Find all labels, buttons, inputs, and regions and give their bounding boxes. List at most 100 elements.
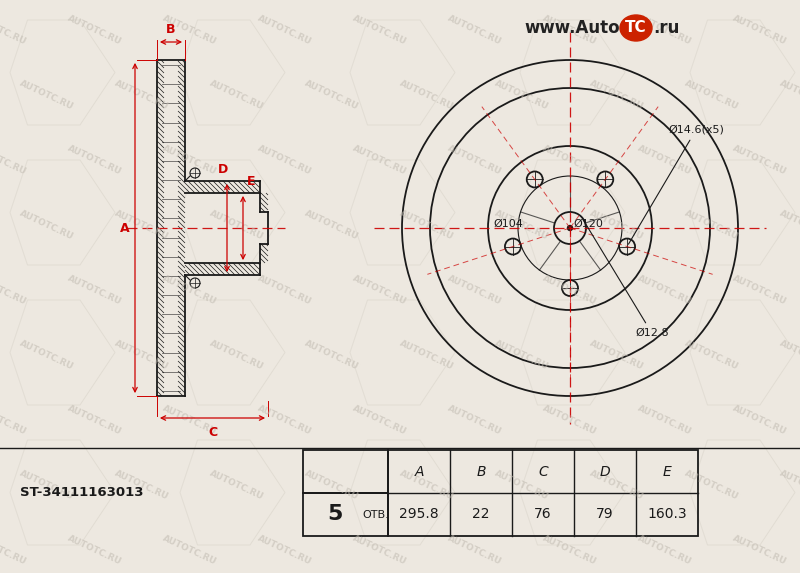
Text: A: A — [120, 222, 130, 234]
Text: ОТВ.: ОТВ. — [362, 509, 390, 520]
Text: TC: TC — [625, 21, 647, 36]
Text: 295.8: 295.8 — [399, 508, 439, 521]
Text: A: A — [414, 465, 424, 478]
Text: D: D — [600, 465, 610, 478]
Text: AUTOTC.RU: AUTOTC.RU — [209, 79, 266, 112]
Text: AUTOTC.RU: AUTOTC.RU — [398, 79, 455, 112]
Text: AUTOTC.RU: AUTOTC.RU — [66, 533, 123, 567]
Text: AUTOTC.RU: AUTOTC.RU — [351, 273, 409, 307]
Text: AUTOTC.RU: AUTOTC.RU — [114, 469, 170, 501]
Text: AUTOTC.RU: AUTOTC.RU — [589, 79, 646, 112]
Text: AUTOTC.RU: AUTOTC.RU — [209, 339, 266, 371]
Text: 5: 5 — [328, 504, 343, 524]
Text: 76: 76 — [534, 508, 552, 521]
Text: AUTOTC.RU: AUTOTC.RU — [398, 339, 455, 371]
Text: AUTOTC.RU: AUTOTC.RU — [257, 273, 314, 307]
Text: AUTOTC.RU: AUTOTC.RU — [683, 469, 741, 501]
Text: AUTOTC.RU: AUTOTC.RU — [209, 469, 266, 501]
Text: AUTOTC.RU: AUTOTC.RU — [731, 403, 789, 437]
Text: AUTOTC.RU: AUTOTC.RU — [351, 14, 409, 46]
Text: AUTOTC.RU: AUTOTC.RU — [446, 143, 503, 176]
Text: AUTOTC.RU: AUTOTC.RU — [303, 209, 361, 241]
Text: AUTOTC.RU: AUTOTC.RU — [162, 273, 218, 307]
Ellipse shape — [620, 15, 652, 41]
Text: AUTOTC.RU: AUTOTC.RU — [303, 339, 361, 371]
Text: AUTOTC.RU: AUTOTC.RU — [0, 403, 29, 437]
Text: AUTOTC.RU: AUTOTC.RU — [542, 273, 598, 307]
Text: AUTOTC.RU: AUTOTC.RU — [303, 469, 361, 501]
Text: AUTOTC.RU: AUTOTC.RU — [731, 273, 789, 307]
Text: AUTOTC.RU: AUTOTC.RU — [589, 469, 646, 501]
Text: AUTOTC.RU: AUTOTC.RU — [637, 273, 694, 307]
Text: AUTOTC.RU: AUTOTC.RU — [778, 209, 800, 241]
Text: AUTOTC.RU: AUTOTC.RU — [18, 79, 75, 112]
Text: AUTOTC.RU: AUTOTC.RU — [446, 14, 503, 46]
Text: Ø104: Ø104 — [493, 219, 523, 229]
Text: AUTOTC.RU: AUTOTC.RU — [303, 79, 361, 112]
Text: AUTOTC.RU: AUTOTC.RU — [683, 79, 741, 112]
Text: AUTOTC.RU: AUTOTC.RU — [0, 273, 29, 307]
Text: 22: 22 — [472, 508, 490, 521]
Text: AUTOTC.RU: AUTOTC.RU — [683, 339, 741, 371]
Text: AUTOTC.RU: AUTOTC.RU — [351, 403, 409, 437]
Text: AUTOTC.RU: AUTOTC.RU — [778, 339, 800, 371]
Text: 160.3: 160.3 — [647, 508, 687, 521]
Text: B: B — [166, 23, 176, 36]
Text: AUTOTC.RU: AUTOTC.RU — [0, 14, 29, 46]
Text: AUTOTC.RU: AUTOTC.RU — [542, 143, 598, 176]
Text: AUTOTC.RU: AUTOTC.RU — [683, 209, 741, 241]
Text: AUTOTC.RU: AUTOTC.RU — [446, 533, 503, 567]
Text: AUTOTC.RU: AUTOTC.RU — [731, 533, 789, 567]
Text: C: C — [208, 426, 217, 439]
Text: AUTOTC.RU: AUTOTC.RU — [589, 209, 646, 241]
Text: ST-34111163013: ST-34111163013 — [20, 486, 143, 500]
Text: AUTOTC.RU: AUTOTC.RU — [637, 143, 694, 176]
Text: AUTOTC.RU: AUTOTC.RU — [18, 469, 75, 501]
Text: AUTOTC.RU: AUTOTC.RU — [446, 403, 503, 437]
Text: AUTOTC.RU: AUTOTC.RU — [398, 469, 455, 501]
Text: AUTOTC.RU: AUTOTC.RU — [162, 403, 218, 437]
Text: .ru: .ru — [653, 19, 679, 37]
Text: AUTOTC.RU: AUTOTC.RU — [66, 14, 123, 46]
Text: AUTOTC.RU: AUTOTC.RU — [0, 143, 29, 176]
Text: Ø14.6(x5): Ø14.6(x5) — [629, 125, 724, 244]
Text: AUTOTC.RU: AUTOTC.RU — [637, 14, 694, 46]
Text: Ø120: Ø120 — [573, 219, 603, 229]
Text: E: E — [662, 465, 671, 478]
Text: AUTOTC.RU: AUTOTC.RU — [446, 273, 503, 307]
Bar — [303, 493, 388, 536]
Text: AUTOTC.RU: AUTOTC.RU — [494, 469, 550, 501]
Text: AUTOTC.RU: AUTOTC.RU — [18, 209, 75, 241]
Circle shape — [567, 226, 573, 230]
Text: AUTOTC.RU: AUTOTC.RU — [778, 79, 800, 112]
Text: AUTOTC.RU: AUTOTC.RU — [542, 533, 598, 567]
Text: AUTOTC.RU: AUTOTC.RU — [494, 209, 550, 241]
Text: AUTOTC.RU: AUTOTC.RU — [162, 533, 218, 567]
Text: AUTOTC.RU: AUTOTC.RU — [114, 209, 170, 241]
Text: AUTOTC.RU: AUTOTC.RU — [351, 533, 409, 567]
Text: AUTOTC.RU: AUTOTC.RU — [731, 143, 789, 176]
Text: AUTOTC.RU: AUTOTC.RU — [542, 14, 598, 46]
Text: Ø12.8: Ø12.8 — [582, 219, 669, 338]
Text: AUTOTC.RU: AUTOTC.RU — [18, 339, 75, 371]
Text: AUTOTC.RU: AUTOTC.RU — [257, 533, 314, 567]
Text: AUTOTC.RU: AUTOTC.RU — [637, 533, 694, 567]
Text: C: C — [538, 465, 548, 478]
Text: AUTOTC.RU: AUTOTC.RU — [542, 403, 598, 437]
Text: AUTOTC.RU: AUTOTC.RU — [778, 469, 800, 501]
Text: AUTOTC.RU: AUTOTC.RU — [257, 403, 314, 437]
Text: AUTOTC.RU: AUTOTC.RU — [637, 403, 694, 437]
Text: AUTOTC.RU: AUTOTC.RU — [66, 403, 123, 437]
Text: AUTOTC.RU: AUTOTC.RU — [257, 14, 314, 46]
Text: AUTOTC.RU: AUTOTC.RU — [257, 143, 314, 176]
Text: AUTOTC.RU: AUTOTC.RU — [114, 339, 170, 371]
Text: AUTOTC.RU: AUTOTC.RU — [209, 209, 266, 241]
Text: AUTOTC.RU: AUTOTC.RU — [162, 143, 218, 176]
Text: AUTOTC.RU: AUTOTC.RU — [66, 273, 123, 307]
Text: 79: 79 — [596, 508, 614, 521]
Text: AUTOTC.RU: AUTOTC.RU — [494, 79, 550, 112]
Bar — [388, 450, 698, 536]
Text: AUTOTC.RU: AUTOTC.RU — [398, 209, 455, 241]
Bar — [303, 450, 388, 493]
Text: www.Auto: www.Auto — [524, 19, 620, 37]
